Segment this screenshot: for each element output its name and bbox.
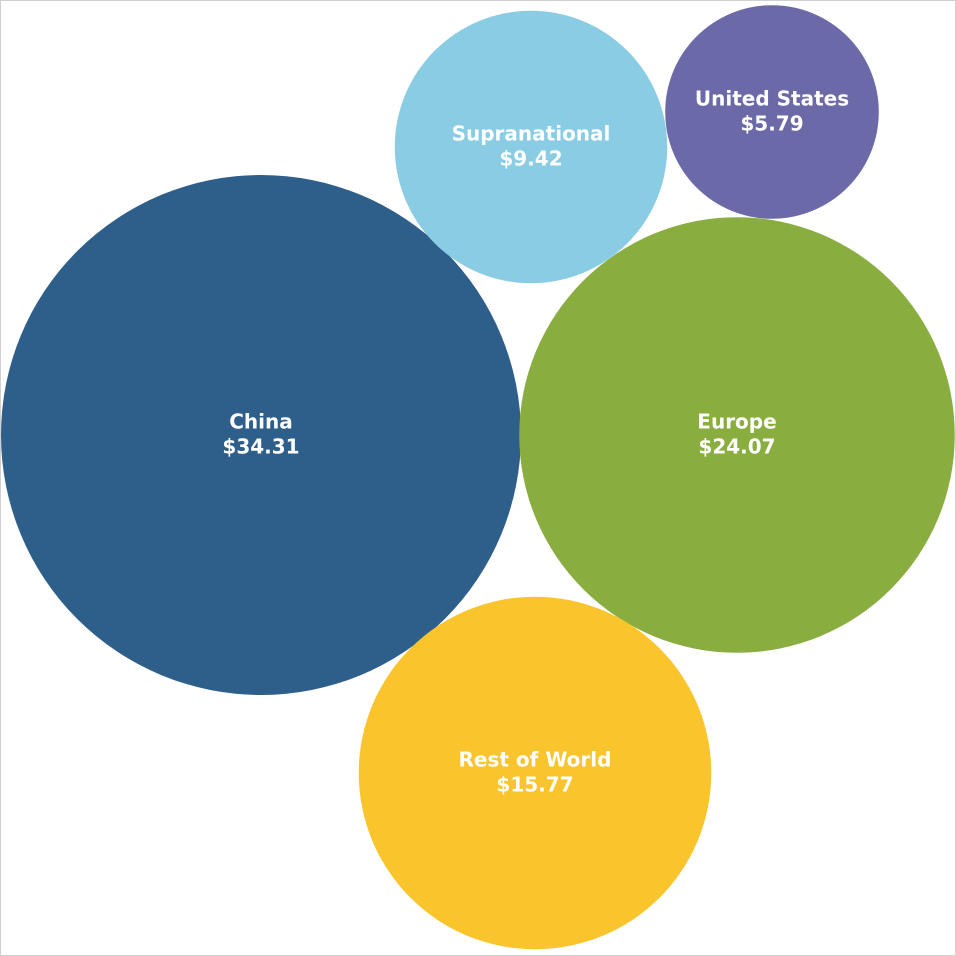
bubble-label: China bbox=[229, 410, 293, 434]
bubble-label: Europe bbox=[697, 410, 776, 434]
bubble bbox=[358, 596, 712, 950]
bubble-value-label: $5.79 bbox=[740, 112, 803, 136]
bubble-value-label: $9.42 bbox=[499, 147, 562, 171]
bubble bbox=[394, 10, 668, 284]
bubble bbox=[519, 217, 955, 653]
bubble-value-label: $24.07 bbox=[698, 435, 775, 459]
bubble bbox=[1, 175, 521, 695]
bubble-label: United States bbox=[695, 87, 849, 111]
bubble-label: Rest of World bbox=[459, 748, 612, 772]
bubble bbox=[665, 5, 879, 219]
bubble-label: Supranational bbox=[452, 122, 611, 146]
bubble-value-label: $15.77 bbox=[496, 773, 573, 797]
bubble-value-label: $34.31 bbox=[222, 435, 299, 459]
